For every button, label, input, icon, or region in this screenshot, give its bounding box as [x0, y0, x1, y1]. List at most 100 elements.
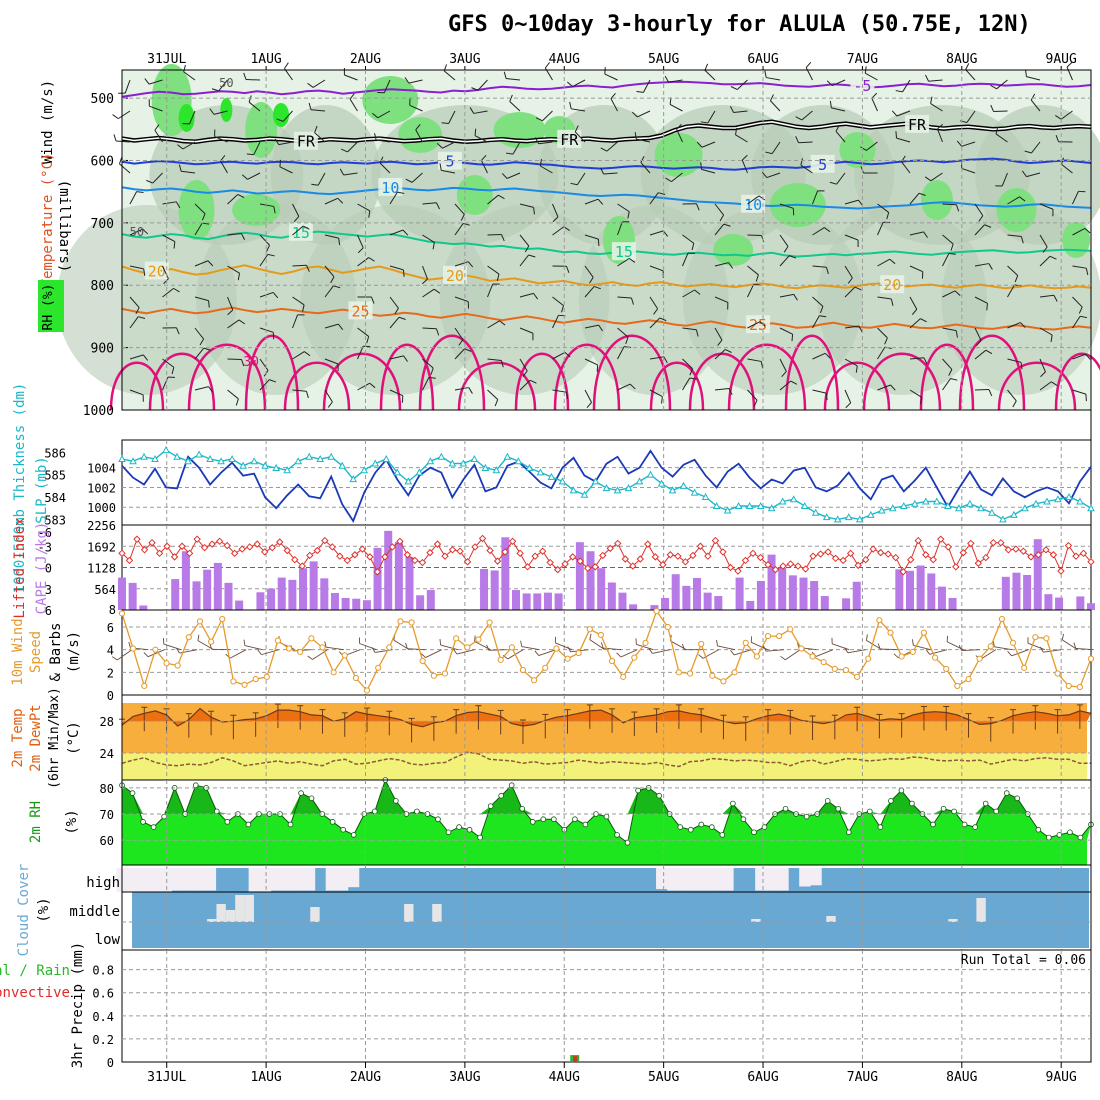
rh2m-axis-label: 2m RH — [28, 801, 44, 843]
wind-barb — [771, 141, 781, 154]
thickness-point — [679, 481, 688, 489]
wind-barb — [227, 296, 234, 311]
wind-barb — [357, 346, 364, 360]
wind-barb-10m — [877, 643, 881, 650]
wind-barb — [736, 79, 748, 90]
wind-barb — [617, 221, 623, 236]
wind-barb — [1085, 353, 1091, 360]
thickness-tick-label: 583 — [44, 513, 66, 527]
isotherm-label: FR — [560, 131, 579, 149]
wind-axis-label: Speed — [28, 631, 44, 673]
lifted-index-point — [816, 550, 825, 558]
lifted-index-point — [1079, 549, 1088, 558]
wind-speed-point — [664, 623, 671, 631]
wind-barb — [1026, 76, 1041, 81]
wind-barb — [259, 358, 269, 371]
wind-barb — [996, 79, 1008, 90]
thickness-point — [977, 504, 985, 512]
lifted-index-point — [967, 539, 975, 548]
wind-barb — [649, 192, 659, 205]
dewpoint-band-low — [122, 752, 1087, 780]
thickness-point — [459, 459, 468, 467]
lifted-index-point — [914, 536, 922, 545]
isotherm-label: 5 — [818, 156, 827, 174]
wind-barb — [1060, 157, 1064, 165]
wind-barb-10m — [243, 639, 246, 646]
wind-speed-point — [943, 665, 950, 673]
wind-barb — [1072, 389, 1087, 395]
wind-barb — [640, 156, 645, 163]
wind-barb — [259, 203, 274, 207]
wind-barb-10m — [1007, 651, 1012, 657]
wind-barb-10m — [1039, 646, 1044, 653]
rh2m-point — [213, 808, 220, 815]
wind-barb — [324, 323, 339, 329]
lifted-index-point — [846, 549, 855, 558]
wind-barb-10m — [980, 649, 997, 660]
wind-barb — [844, 358, 858, 367]
wind-barb — [220, 160, 228, 174]
wind-barb — [343, 172, 358, 176]
wind-barb — [728, 388, 733, 395]
wind-barb — [1072, 315, 1081, 329]
lifted-index-point — [1064, 541, 1073, 550]
wind-barb-10m — [440, 644, 459, 651]
wind-barb — [854, 286, 862, 291]
wind-barb — [552, 226, 565, 236]
cloud-middle-gap — [432, 904, 442, 922]
wind-speed-point — [698, 640, 705, 648]
wind-barb — [704, 63, 709, 71]
lifted-index-point — [1042, 546, 1050, 554]
thickness-point — [756, 501, 765, 509]
wind-speed-point — [742, 639, 749, 646]
wind-barb — [503, 71, 507, 79]
wind-barb — [211, 88, 219, 92]
cloud-high-gap — [248, 868, 261, 892]
isotherm-label: FR — [297, 133, 316, 151]
wind-speed-point — [854, 673, 861, 680]
cloud-high-gap — [689, 868, 701, 891]
wind-barb — [649, 265, 664, 272]
wind-barb — [293, 216, 300, 223]
wind-speed-point — [586, 626, 593, 633]
wind-barb — [682, 252, 689, 267]
wind-speed-point — [620, 673, 627, 680]
dewpoint-band-high — [122, 703, 1087, 753]
wind-barb — [317, 172, 326, 186]
rh2m-point — [1056, 832, 1063, 838]
wind-barb — [443, 70, 456, 81]
wind-barb — [628, 257, 636, 263]
wind-barb — [422, 202, 437, 205]
wind-speed-point — [475, 636, 482, 643]
wind-barb — [1080, 315, 1088, 319]
wind-speed-point — [675, 669, 682, 676]
wind-barb — [847, 277, 853, 284]
cape-bar — [480, 568, 489, 610]
x-tick-label-top: 2AUG — [350, 52, 381, 67]
wind-barb — [118, 157, 123, 164]
wind-barb — [119, 163, 131, 174]
cloud-high-gap — [347, 868, 360, 888]
wind-barb — [509, 101, 521, 112]
lifted-index-point — [418, 558, 427, 567]
wind-barb — [442, 141, 456, 149]
wind-barb — [606, 141, 618, 152]
thickness-point — [580, 490, 589, 498]
x-tick-label-bottom: 1AUG — [250, 1070, 281, 1085]
rh2m-base — [122, 840, 1087, 865]
rh2m-point — [287, 821, 294, 828]
cloud-middle-gap — [310, 907, 320, 922]
lifted-index-point — [591, 563, 599, 571]
wind-barb — [766, 77, 781, 81]
cape-bar — [426, 590, 435, 610]
wind-barb — [691, 243, 695, 251]
cloud-high-gap — [138, 868, 151, 892]
x-tick-label-bottom: 3AUG — [449, 1070, 480, 1085]
wind-barb — [487, 389, 499, 400]
cape-bar — [192, 581, 201, 610]
thickness-point — [294, 457, 303, 465]
wind-barb — [207, 260, 214, 267]
wind-barb — [241, 174, 248, 180]
wind-barb — [766, 172, 781, 179]
isotherm-30 — [592, 334, 672, 411]
